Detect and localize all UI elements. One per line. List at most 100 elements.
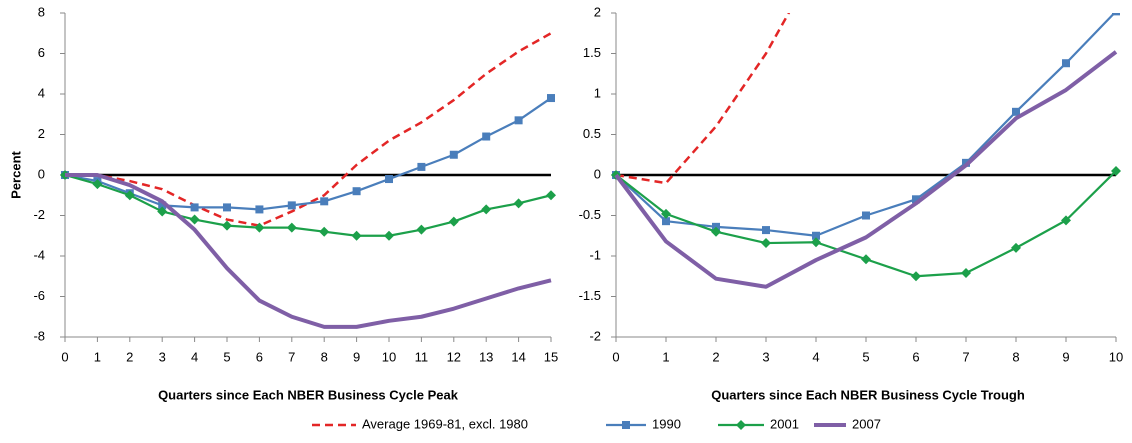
series-line <box>65 173 552 329</box>
marker <box>351 230 362 241</box>
y-tick-label: 1.5 <box>583 45 601 60</box>
legend: Average 1969-81, excl. 1980 1990 2001 2007 <box>312 416 881 431</box>
marker <box>222 220 232 231</box>
marker <box>287 201 296 210</box>
x-axis-label: Quarters since Each NBER Business Cycle … <box>158 387 459 402</box>
marker <box>190 203 199 212</box>
legend-label: Average 1969-81, excl. 1980 <box>362 416 528 431</box>
marker <box>861 254 871 265</box>
marker <box>762 226 770 235</box>
plot-area <box>60 32 556 329</box>
legend-marker <box>622 421 630 429</box>
x-tick-label: 13 <box>479 349 493 364</box>
x-tick-label: 9 <box>353 349 360 364</box>
marker <box>92 179 103 190</box>
x-tick-label: 7 <box>288 349 295 364</box>
marker <box>286 222 297 233</box>
series-line <box>615 13 791 185</box>
x-tick-label: 8 <box>321 349 328 364</box>
y-tick-label: -0.5 <box>579 207 601 222</box>
x-tick-label: 2 <box>712 349 719 364</box>
x-tick-label: 8 <box>1012 349 1019 364</box>
x-tick-label: 7 <box>962 349 969 364</box>
marker <box>352 187 361 196</box>
marker <box>1012 107 1020 116</box>
marker <box>255 205 264 214</box>
marker <box>449 150 458 159</box>
marker <box>862 211 870 220</box>
series-line <box>65 32 552 227</box>
x-tick-label: 5 <box>862 349 869 364</box>
x-tick-label: 4 <box>812 349 819 364</box>
y-tick-label: -4 <box>33 247 45 262</box>
series-line <box>64 97 552 211</box>
marker <box>1011 242 1021 253</box>
marker <box>513 198 524 209</box>
y-tick-label: 8 <box>38 4 45 19</box>
x-tick-label: 14 <box>511 349 525 364</box>
marker <box>417 162 426 171</box>
marker <box>547 94 555 103</box>
marker <box>124 190 135 201</box>
marker <box>1112 13 1120 16</box>
marker <box>1062 59 1070 68</box>
y-tick-label: -8 <box>33 328 45 343</box>
marker <box>223 203 231 212</box>
x-tick-label: 11 <box>415 349 429 364</box>
x-tick-label: 0 <box>612 349 619 364</box>
legend-label: 2007 <box>852 416 881 431</box>
plot-area <box>611 13 1121 289</box>
y-tick-label: 0 <box>38 166 45 181</box>
marker <box>482 132 491 141</box>
y-tick-label: 0 <box>594 166 601 181</box>
y-axis-label: Percent <box>8 150 23 198</box>
x-tick-label: 10 <box>382 349 396 364</box>
marker <box>385 175 393 184</box>
marker <box>661 208 671 219</box>
y-tick-label: 0.5 <box>583 126 601 141</box>
series-line <box>615 13 1116 237</box>
x-tick-label: 6 <box>912 349 919 364</box>
y-tick-label: 1 <box>594 85 601 100</box>
y-tick-label: 6 <box>38 45 45 60</box>
marker <box>1061 215 1071 226</box>
x-tick-label: 3 <box>762 349 769 364</box>
marker <box>189 214 200 225</box>
y-tick-label: 4 <box>38 85 45 100</box>
marker <box>448 216 459 227</box>
marker <box>320 197 329 206</box>
marker <box>911 271 921 282</box>
x-tick-label: 10 <box>1109 349 1123 364</box>
marker <box>961 268 971 279</box>
marker <box>912 195 920 204</box>
x-tick-label: 15 <box>544 349 558 364</box>
marker <box>416 224 427 235</box>
marker <box>158 201 167 210</box>
x-tick-label: 4 <box>191 349 198 364</box>
x-tick-label: 3 <box>159 349 166 364</box>
x-tick-label: 12 <box>447 349 461 364</box>
x-tick-label: 5 <box>223 349 230 364</box>
legend-label: 1990 <box>652 416 681 431</box>
marker <box>1111 165 1121 176</box>
y-tick-label: -1 <box>589 247 601 262</box>
x-tick-label: 6 <box>256 349 263 364</box>
legend-label: 2001 <box>770 416 799 431</box>
marker <box>384 230 394 241</box>
marker <box>157 206 168 217</box>
y-tick-label: -2 <box>589 328 601 343</box>
x-tick-label: 9 <box>1062 349 1069 364</box>
x-axis-label: Quarters since Each NBER Business Cycle … <box>711 387 1025 402</box>
y-tick-label: -6 <box>33 288 45 303</box>
x-tick-label: 0 <box>61 349 68 364</box>
y-tick-label: 2 <box>38 126 45 141</box>
y-tick-label: -1.5 <box>579 288 601 303</box>
y-tick-label: 2 <box>594 4 601 19</box>
marker <box>254 222 265 233</box>
series-line <box>614 50 1118 289</box>
marker <box>811 237 821 248</box>
x-tick-label: 1 <box>94 349 101 364</box>
marker <box>481 204 492 215</box>
x-tick-label: 2 <box>126 349 133 364</box>
